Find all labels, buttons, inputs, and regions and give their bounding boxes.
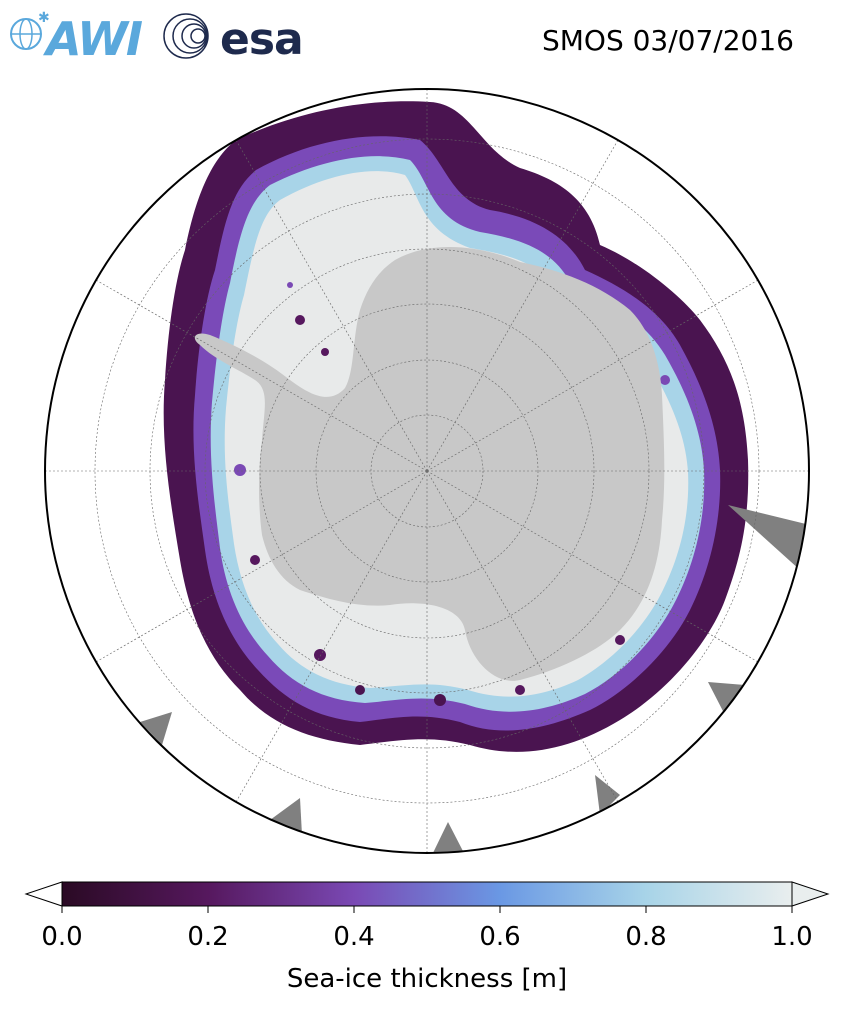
colorbar-tick-label: 0.2 xyxy=(187,922,229,952)
esa-logo-text: esa xyxy=(220,14,304,65)
svg-text:✱: ✱ xyxy=(38,10,50,26)
colorbar-ticks xyxy=(61,906,793,913)
colorbar-tick-label: 0.8 xyxy=(625,922,667,952)
map-content xyxy=(45,89,809,853)
missing-data-wedge xyxy=(728,505,809,575)
missing-data-wedge xyxy=(270,798,302,835)
colorbar-tick-label: 0.6 xyxy=(479,922,521,952)
colorbar xyxy=(24,881,830,913)
colorbar-label: Sea-ice thickness [m] xyxy=(286,964,568,994)
antarctica-land xyxy=(194,247,665,681)
colorbar-tick-label: 1.0 xyxy=(771,922,813,952)
map-boundary xyxy=(44,88,810,854)
missing-data-wedge xyxy=(432,822,465,853)
missing-data-wedge xyxy=(595,775,620,815)
colorbar-extend-low xyxy=(24,881,63,907)
colorbar-gradient xyxy=(61,881,793,907)
esa-rings-logo xyxy=(163,13,209,59)
missing-data-wedge xyxy=(708,682,745,715)
map-title: SMOS 03/07/2016 xyxy=(541,24,794,57)
colorbar-tick-label: 0.0 xyxy=(41,922,83,952)
awi-logo-text: AWI xyxy=(46,12,143,66)
colorbar-extend-high xyxy=(791,881,830,907)
colorbar-tick-label: 0.4 xyxy=(333,922,375,952)
missing-data-wedge xyxy=(140,712,172,745)
awi-globe-logo: ✱ xyxy=(10,10,50,50)
colorbar-tick-labels: 0.0 0.2 0.4 0.6 0.8 1.0 xyxy=(0,922,854,962)
